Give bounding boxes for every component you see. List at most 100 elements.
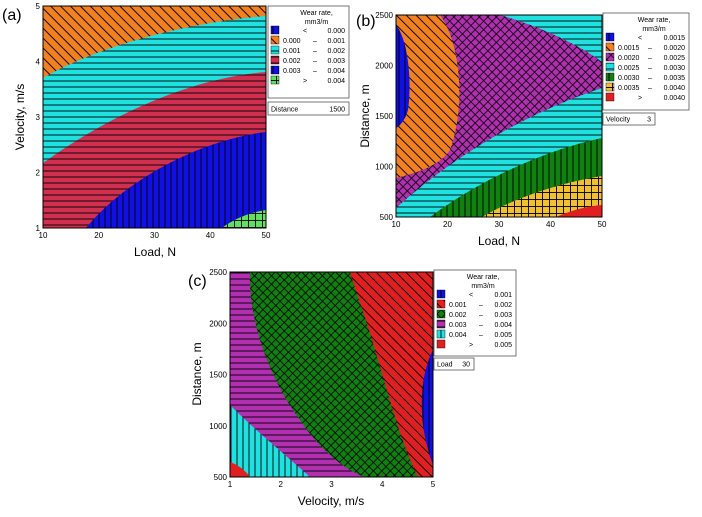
panel-a-xtick-label: 40 (206, 231, 215, 240)
panel-a-legend-hi: 0.003 (327, 58, 345, 65)
panel-c-legend-box (433, 269, 517, 357)
panel-a-legend-hi: 0.002 (327, 48, 345, 55)
panel-b-region-cyan-top-hatch (500, 15, 602, 62)
panel-a-xtick-label: 30 (150, 231, 159, 240)
panel-c-legend-op: > (469, 342, 473, 349)
panel-a-xlabel: Load, N (134, 245, 176, 259)
panel-a-ytick-label: 2 (36, 169, 41, 178)
panel-c-xtick-label: 5 (431, 480, 436, 489)
panel-c-legend-title: Wear rate, (467, 274, 500, 281)
panel-b-legend-lo: 0.0025 (618, 65, 640, 72)
panel-c-legend-hi: 0.003 (494, 312, 512, 319)
panel-c-legend-hi: 0.002 (494, 302, 512, 309)
panel-c-legend-hi: 0.001 (494, 292, 512, 299)
panel-a-legend-lo: 0.001 (283, 48, 301, 55)
panel-b-legend-swatch-hatch (606, 83, 614, 91)
panel-c-region-red-hatch (350, 272, 433, 477)
panel-c-legend-title: mm3/m (471, 283, 495, 290)
panel-a-xtick-label: 20 (94, 231, 103, 240)
panel-b-legend-hi: 0.0035 (664, 75, 686, 82)
panel-c-legend-dash: – (479, 302, 483, 309)
panel-b-xtick-label: 10 (392, 220, 401, 229)
panel-b: 10 20 30 40 50 500 1000 1500 2000 2500 (b) Load, … (356, 11, 690, 248)
panel-b-legend-hi: 0.0015 (664, 35, 686, 42)
panel-c-ylabel: Distance, m (190, 342, 204, 405)
panel-c-hold-value: 30 (462, 362, 470, 369)
panel-c-legend: Wear rate, mm3/m < 0.001 0.001 – 0.002 0.002 – 0.… (433, 269, 517, 371)
panel-b-legend-lo: 0.0015 (618, 45, 640, 52)
panel-c-legend-lo: 0.002 (449, 312, 467, 319)
panel-a-tick-labels: 10 20 30 40 50 1 2 3 4 5 (36, 2, 271, 240)
panel-a-label: (a) (2, 7, 22, 24)
panel-c-legend-swatch-hatch (437, 330, 445, 338)
panel-a-legend-dash: – (313, 38, 317, 45)
panel-c-ytick-label: 2500 (209, 268, 227, 277)
panel-b-region-orange-hatch (396, 15, 460, 178)
panel-b-legend-hi: 0.0040 (664, 85, 686, 92)
panel-b-legend-title: Wear rate, (638, 17, 671, 24)
panel-b-legend-title: mm3/m (642, 26, 666, 33)
panel-c-legend-dash: – (479, 332, 483, 339)
panel-a-legend-hi: 0.004 (327, 78, 345, 85)
panel-c-hold-label: Load (437, 362, 453, 369)
panel-a-ylabel: Velocity, m/s (13, 84, 27, 150)
panel-b-xtick-label: 30 (495, 220, 504, 229)
panel-b-xtick-label: 20 (443, 220, 452, 229)
panel-b-ytick-label: 500 (380, 213, 394, 222)
panel-a-legend-title: Wear rate, (300, 10, 333, 17)
panel-a-plot-frame (42, 5, 267, 229)
panel-c-legend-dash: – (479, 312, 483, 319)
panel-b-plot-frame (395, 14, 603, 218)
panel-b-region-yellow-hatch (482, 176, 602, 217)
panel-c-legend-hi: 0.004 (494, 322, 512, 329)
panel-a-legend-op: < (303, 28, 307, 35)
panel-c-plot-frame (229, 271, 434, 478)
panel-b-region-blue-hatch (396, 25, 410, 128)
panel-b-legend-lo: 0.0035 (618, 85, 640, 92)
panel-b-legend-op: > (638, 95, 642, 102)
panel-c-region-cyan-hatch (230, 405, 310, 477)
panel-a-legend-swatch-hatch (271, 36, 279, 44)
panel-c-hold-box (433, 357, 475, 371)
panel-c-plot-area (229, 271, 434, 478)
panel-c-tick-labels: 1 2 3 4 5 500 1000 1500 2000 2500 (209, 268, 436, 489)
panel-a: 10 20 30 40 50 1 2 3 4 5 (a) Load, N Velocity, m/… (2, 2, 350, 259)
panel-c-legend-lo: 0.001 (449, 302, 467, 309)
panel-c-legend-op: < (469, 292, 473, 299)
panel-c-ytick-label: 1500 (209, 371, 227, 380)
panel-a-ytick-label: 5 (36, 2, 41, 11)
panel-b-legend-lo: 0.0020 (618, 55, 640, 62)
panel-a-ytick-label: 1 (36, 224, 41, 233)
panel-a-legend-lo: 0.000 (283, 38, 301, 45)
panel-b-legend-swatch-hatch (606, 73, 614, 81)
panel-a-legend-swatch-hatch (271, 76, 279, 84)
panel-a-legend-dash: – (313, 58, 317, 65)
panel-c-legend-swatch-hatch (437, 300, 445, 308)
panel-c-xtick-label: 4 (380, 480, 385, 489)
panel-c-ytick-label: 500 (214, 473, 228, 482)
panel-a-legend-hi: 0.004 (327, 68, 345, 75)
panel-c-xtick-label: 3 (329, 480, 334, 489)
panel-b-ytick-label: 2500 (375, 11, 393, 20)
panel-c-legend-swatch (436, 339, 446, 349)
panel-a-region-green-hatch (222, 210, 266, 228)
panel-b-legend-hi: 0.0025 (664, 55, 686, 62)
panel-a-legend-lo: 0.003 (283, 68, 301, 75)
panel-b-legend: Wear rate, mm3/m< 0.0015 0.0015 – 0.0020 0.002… (602, 12, 690, 126)
panel-c-legend-hi: 0.005 (494, 342, 512, 349)
panel-b-legend-dash: – (648, 85, 652, 92)
panel-a-xtick-label: 50 (262, 231, 271, 240)
panel-b-ylabel: Distance, m (358, 84, 372, 147)
panel-b-xtick-label: 50 (598, 220, 607, 229)
panel-b-legend-dash: – (648, 65, 652, 72)
panel-b-plot-area (395, 14, 603, 218)
panel-b-legend-swatch-hatch (606, 63, 614, 71)
panel-b-legend-hi: 0.0030 (664, 65, 686, 72)
panel-c-region-red-corner (230, 462, 250, 477)
panel-a-legend-swatch-hatch (271, 46, 279, 54)
panel-c-legend-swatch-hatch (437, 290, 445, 298)
panel-b-hold-value: 3 (647, 117, 651, 124)
panel-a-region-orange-hatch (43, 6, 266, 78)
panel-a-region-blue-hatch (86, 132, 266, 228)
panel-b-legend-swatch-hatch (606, 43, 614, 51)
